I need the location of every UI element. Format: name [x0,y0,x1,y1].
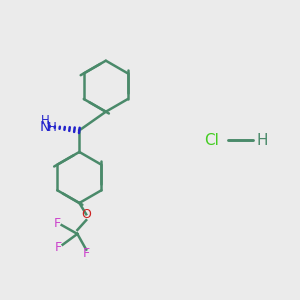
Text: H: H [47,121,56,134]
Text: H: H [256,133,268,148]
Text: F: F [55,241,62,254]
Text: F: F [54,217,61,230]
Text: F: F [82,247,90,260]
Text: H: H [40,114,50,127]
Text: O: O [81,208,91,221]
Text: Cl: Cl [204,133,219,148]
Text: N: N [39,120,50,134]
